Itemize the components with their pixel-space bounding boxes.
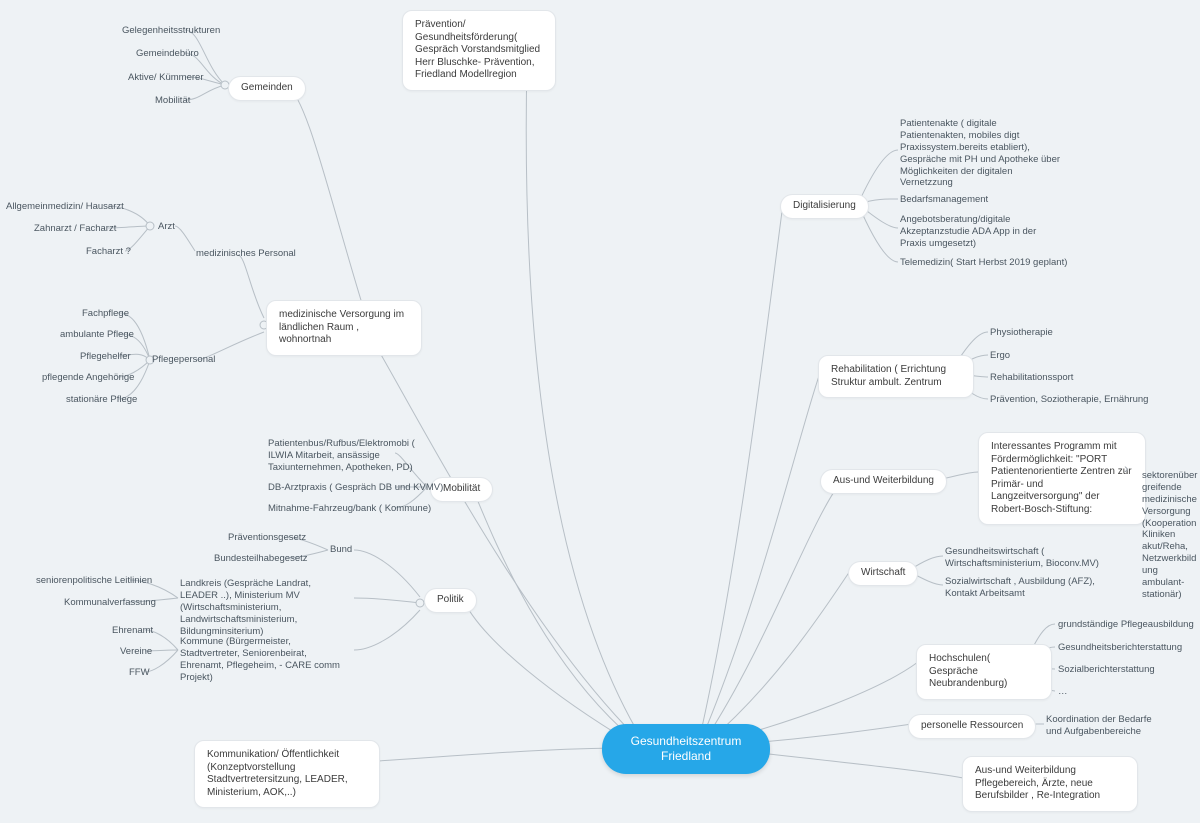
chevron-right-icon: › — [1124, 460, 1129, 476]
leaf-wirt-1: Sozialwirtschaft , Ausbildung (AFZ), Kon… — [945, 576, 1115, 600]
leaf-digi-1: Bedarfsmanagement — [900, 194, 988, 206]
leaf-reha-1: Ergo — [990, 350, 1010, 362]
node-gemeinden[interactable]: Gemeinden — [228, 76, 306, 101]
leaf-pflege-4: stationäre Pflege — [66, 394, 137, 406]
node-medversorgung[interactable]: medizinische Versorgung im ländlichen Ra… — [266, 300, 422, 356]
leaf-kommune-0: Ehrenamt — [112, 625, 153, 637]
node-rehabilitation[interactable]: Rehabilitation ( Errichtung Struktur amb… — [818, 355, 974, 398]
leaf-mob-2: Mitnahme-Fahrzeug/bank ( Kommune) — [268, 503, 431, 515]
leaf-bund-0: Präventionsgesetz — [228, 532, 306, 544]
leaf-gemeinden-0: Gelegenheitsstrukturen — [122, 25, 220, 37]
leaf-gemeinden-2: Aktive/ Kümmerer — [128, 72, 204, 84]
leaf-reha-0: Physiotherapie — [990, 327, 1053, 339]
leaf-landkreis-0: seniorenpolitische Leitlinien — [36, 575, 152, 587]
leaf-hs-1: Gesundheitsberichterstattung — [1058, 642, 1182, 654]
node-landkreis[interactable]: Landkreis (Gespräche Landrat, LEADER ..)… — [180, 578, 350, 637]
leaf-arzt-1: Zahnarzt / Facharzt — [34, 223, 116, 235]
node-praevention[interactable]: Prävention/ Gesundheitsförderung( Gesprä… — [402, 10, 556, 91]
leaf-reha-2: Rehabilitationssport — [990, 372, 1073, 384]
leaf-port-detail: sektorenübergreifende medizinische Verso… — [1142, 470, 1198, 601]
node-ausweiterbildung[interactable]: Aus-und Weiterbildung — [820, 469, 947, 494]
leaf-personelle: Koordination der Bedarfe und Aufgabenber… — [1046, 714, 1166, 738]
leaf-arzt-0: Allgemeinmedizin/ Hausarzt — [6, 201, 124, 213]
leaf-kommune-2: FFW — [129, 667, 150, 679]
leaf-wirt-0: Gesundheitswirtschaft ( Wirtschaftsminis… — [945, 546, 1105, 570]
leaf-hs-3: … — [1058, 686, 1068, 698]
node-kommune[interactable]: Kommune (Bürgermeister, Stadtvertreter, … — [180, 636, 350, 684]
leaf-arzt-2: Facharzt ? — [86, 246, 131, 258]
node-digitalisierung[interactable]: Digitalisierung — [780, 194, 869, 219]
node-arzt[interactable]: Arzt — [158, 221, 175, 233]
node-med-personal[interactable]: medizinisches Personal — [196, 248, 296, 260]
leaf-gemeinden-3: Mobilität — [155, 95, 190, 107]
leaf-kommune-1: Vereine — [120, 646, 152, 658]
leaf-digi-3: Telemedizin( Start Herbst 2019 geplant) — [900, 257, 1067, 269]
leaf-pflege-3: pflegende Angehörige — [42, 372, 134, 384]
leaf-bund-1: Bundesteilhabegesetz — [214, 553, 308, 565]
leaf-landkreis-1: Kommunalverfassung — [64, 597, 156, 609]
leaf-pflege-1: ambulante Pflege — [60, 329, 134, 341]
leaf-hs-0: grundständige Pflegeausbildung — [1058, 619, 1194, 631]
leaf-pflege-0: Fachpflege — [82, 308, 129, 320]
node-wirtschaft[interactable]: Wirtschaft — [848, 561, 918, 586]
leaf-reha-3: Prävention, Soziotherapie, Ernährung — [990, 394, 1148, 406]
leaf-digi-0: Patientenakte ( digitale Patientenakten,… — [900, 118, 1060, 189]
root-node[interactable]: Gesundheitszentrum Friedland — [602, 724, 770, 774]
node-hochschulen[interactable]: Hochschulen( Gespräche Neubrandenburg) — [916, 644, 1052, 700]
leaf-pflege-2: Pflegehelfer — [80, 351, 131, 363]
leaf-mob-0: Patientenbus/Rufbus/Elektromobi ( ILWIA … — [268, 438, 418, 474]
node-personelle[interactable]: personelle Ressourcen — [908, 714, 1036, 739]
node-ausweiterbildung2[interactable]: Aus-und Weiterbildung Pflegebereich, Ärz… — [962, 756, 1138, 812]
node-kommunikation[interactable]: Kommunikation/ Öffentlichkeit (Konzeptvo… — [194, 740, 380, 808]
mindmap-canvas: Gesundheitszentrum Friedland Prävention/… — [0, 0, 1200, 823]
leaf-digi-2: Angebotsberatung/digitale Akzeptanzstudi… — [900, 214, 1060, 250]
node-politik[interactable]: Politik — [424, 588, 477, 613]
node-port[interactable]: Interessantes Programm mit Fördermöglich… — [978, 432, 1146, 525]
node-bund[interactable]: Bund — [330, 544, 352, 556]
leaf-hs-2: Sozialberichterstattung — [1058, 664, 1155, 676]
leaf-mob-1: DB-Arztpraxis ( Gespräch DB und KVMV) — [268, 482, 443, 494]
leaf-gemeinden-1: Gemeindebüro — [136, 48, 199, 60]
node-pflegepersonal[interactable]: Pflegepersonal — [152, 354, 215, 366]
